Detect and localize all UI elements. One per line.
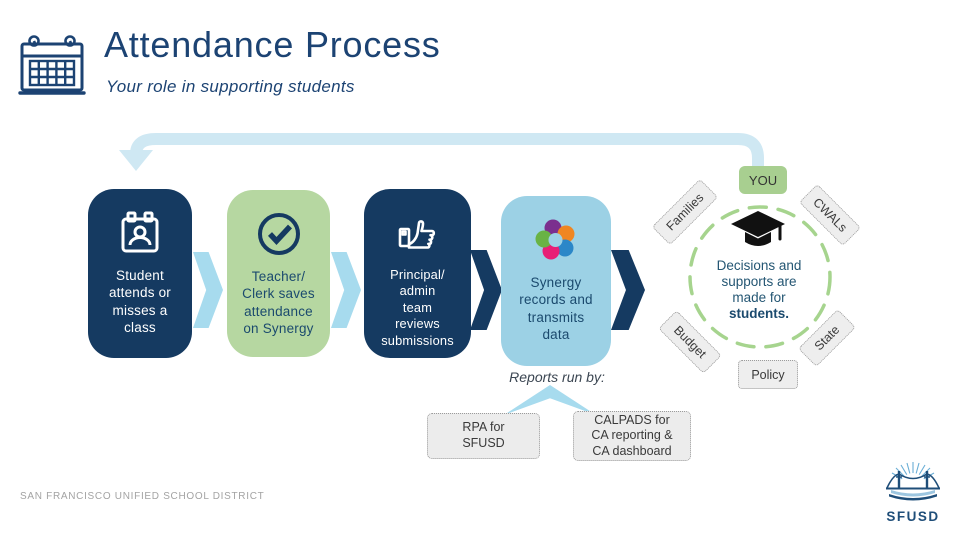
flow-step-label: Principal/ admin team reviews submission…: [381, 267, 454, 348]
page-title: Attendance Process: [104, 24, 441, 65]
check-circle-icon: [255, 208, 303, 260]
flow-step-student: Student attends or misses a class: [88, 189, 192, 358]
tag-you: YOU: [739, 166, 787, 194]
chevron-right-icon: [611, 250, 645, 330]
flow-step-principal: Principal/ admin team reviews submission…: [364, 189, 471, 358]
district-name: SAN FRANCISCO UNIFIED SCHOOL DISTRICT: [20, 491, 265, 502]
tag-policy: Policy: [738, 360, 798, 389]
report-box-calpads: CALPADS for CA reporting & CA dashboard: [573, 411, 691, 461]
sfusd-logo: SFUSD: [884, 461, 942, 524]
flow-step-synergy: Synergy records and transmits data: [501, 196, 611, 366]
reports-caption: Reports run by:: [509, 369, 605, 385]
outcome-statement: Decisions and supports are made for stud…: [696, 258, 822, 322]
chevron-right-icon: [331, 252, 361, 328]
sfusd-bridge-logo-icon: [886, 462, 940, 501]
graduation-cap-icon: [731, 211, 785, 246]
chevron-right-icon: [193, 252, 223, 328]
page-subtitle: Your role in supporting students: [106, 77, 355, 96]
sfusd-logo-text: SFUSD: [886, 509, 940, 524]
thumbs-up-icon: [395, 207, 441, 259]
flow-step-label: Synergy records and transmits data: [519, 275, 593, 342]
flow-step-label: Student attends or misses a class: [108, 268, 172, 335]
synergy-pinwheel-icon: [534, 214, 578, 266]
id-badge-icon: [116, 207, 164, 259]
flow-step-teacher: Teacher/ Clerk saves attendance on Syner…: [227, 190, 330, 357]
outcome-emphasis: students.: [728, 305, 789, 321]
report-box-rpa: RPA for SFUSD: [427, 413, 540, 459]
calendar-icon: [18, 35, 86, 95]
chevron-right-icon: [470, 250, 502, 330]
flow-step-label: Teacher/ Clerk saves attendance on Syner…: [242, 269, 315, 336]
dashed-circle: [688, 205, 832, 349]
